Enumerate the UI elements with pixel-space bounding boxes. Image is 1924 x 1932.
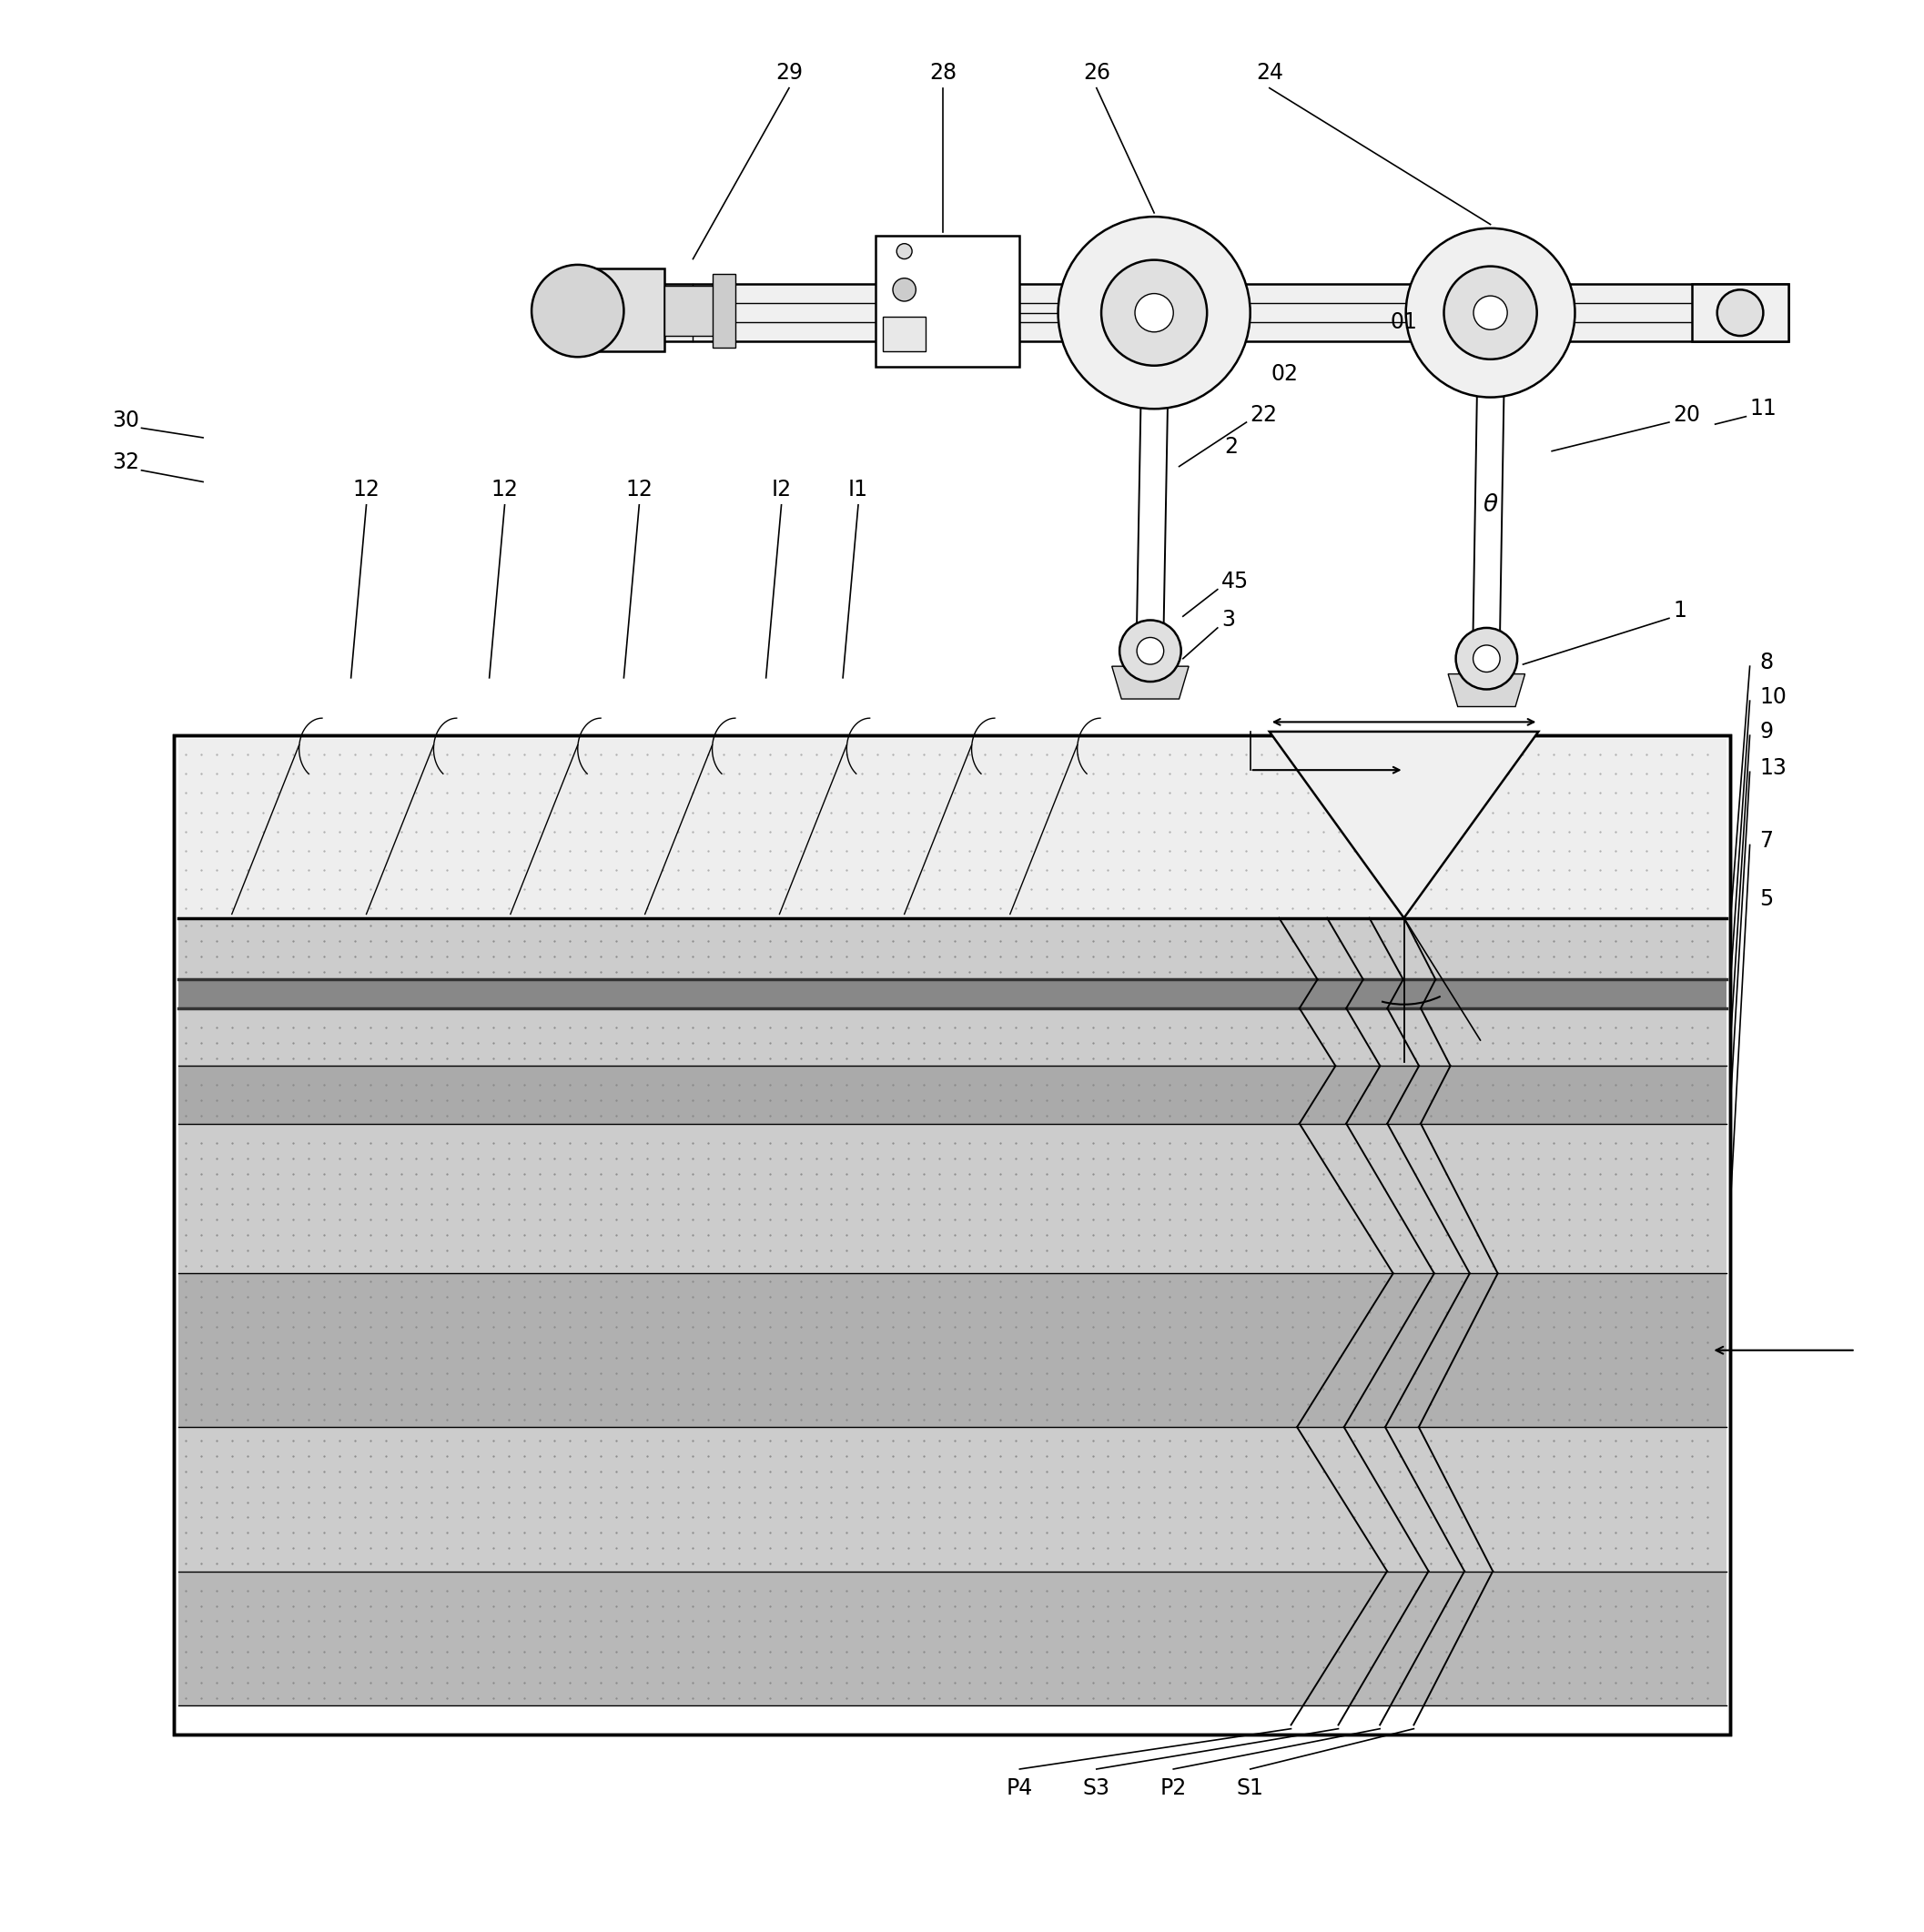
Text: 22: 22 bbox=[1251, 404, 1278, 425]
Circle shape bbox=[1058, 216, 1251, 410]
Text: 9: 9 bbox=[1759, 721, 1774, 742]
Circle shape bbox=[531, 265, 623, 357]
Circle shape bbox=[1474, 645, 1501, 672]
Bar bbox=[1693, 284, 1787, 342]
Polygon shape bbox=[1449, 674, 1526, 707]
Text: 30: 30 bbox=[112, 410, 140, 431]
Text: θ: θ bbox=[1483, 493, 1497, 516]
Circle shape bbox=[1406, 228, 1576, 398]
Circle shape bbox=[1120, 620, 1181, 682]
Text: 28: 28 bbox=[929, 62, 956, 83]
Text: 12: 12 bbox=[352, 479, 379, 500]
Circle shape bbox=[1101, 261, 1206, 365]
Circle shape bbox=[1716, 290, 1762, 336]
Text: 5: 5 bbox=[1759, 889, 1774, 910]
Circle shape bbox=[893, 278, 916, 301]
Text: 32: 32 bbox=[112, 452, 140, 473]
Text: 1: 1 bbox=[1674, 599, 1687, 622]
Circle shape bbox=[1474, 296, 1506, 330]
Text: I2: I2 bbox=[772, 479, 791, 500]
Bar bbox=[179, 1066, 1726, 1124]
Bar bbox=[654, 284, 1787, 342]
Bar bbox=[179, 1124, 1726, 1273]
Text: 8: 8 bbox=[1759, 651, 1774, 674]
Bar bbox=[175, 736, 1730, 1735]
Polygon shape bbox=[577, 269, 664, 352]
Bar bbox=[664, 286, 718, 336]
Text: 24: 24 bbox=[1256, 62, 1283, 83]
Text: 11: 11 bbox=[1749, 398, 1778, 419]
Text: 12: 12 bbox=[625, 479, 652, 500]
Polygon shape bbox=[1270, 732, 1539, 918]
Text: 12: 12 bbox=[491, 479, 518, 500]
Bar bbox=[179, 1571, 1726, 1706]
Text: 26: 26 bbox=[1083, 62, 1110, 83]
Polygon shape bbox=[1112, 667, 1189, 699]
Circle shape bbox=[1135, 294, 1174, 332]
Bar bbox=[175, 736, 1730, 1735]
Bar bbox=[179, 980, 1726, 1009]
Bar bbox=[179, 1009, 1726, 1066]
Text: 29: 29 bbox=[775, 62, 802, 83]
Text: I1: I1 bbox=[848, 479, 868, 500]
Text: 13: 13 bbox=[1759, 757, 1787, 779]
Circle shape bbox=[897, 243, 912, 259]
Bar bbox=[875, 236, 1020, 367]
Text: S3: S3 bbox=[1083, 1777, 1110, 1799]
Bar bbox=[179, 1273, 1726, 1428]
Bar bbox=[712, 274, 735, 348]
Text: P2: P2 bbox=[1160, 1777, 1187, 1799]
Circle shape bbox=[1137, 638, 1164, 665]
Bar bbox=[179, 918, 1726, 980]
Text: P4: P4 bbox=[1006, 1777, 1033, 1799]
Text: 45: 45 bbox=[1222, 570, 1249, 593]
Text: 20: 20 bbox=[1674, 404, 1701, 425]
Text: S1: S1 bbox=[1237, 1777, 1264, 1799]
Bar bbox=[883, 317, 925, 352]
Circle shape bbox=[1456, 628, 1518, 690]
Text: 3: 3 bbox=[1222, 609, 1235, 632]
Bar bbox=[179, 740, 1726, 918]
Text: 10: 10 bbox=[1759, 686, 1787, 707]
Text: 2: 2 bbox=[1224, 437, 1237, 458]
Circle shape bbox=[1443, 267, 1537, 359]
Text: 7: 7 bbox=[1759, 831, 1774, 852]
Text: 02: 02 bbox=[1272, 363, 1299, 384]
Bar bbox=[179, 1428, 1726, 1571]
Text: 01: 01 bbox=[1391, 311, 1418, 334]
